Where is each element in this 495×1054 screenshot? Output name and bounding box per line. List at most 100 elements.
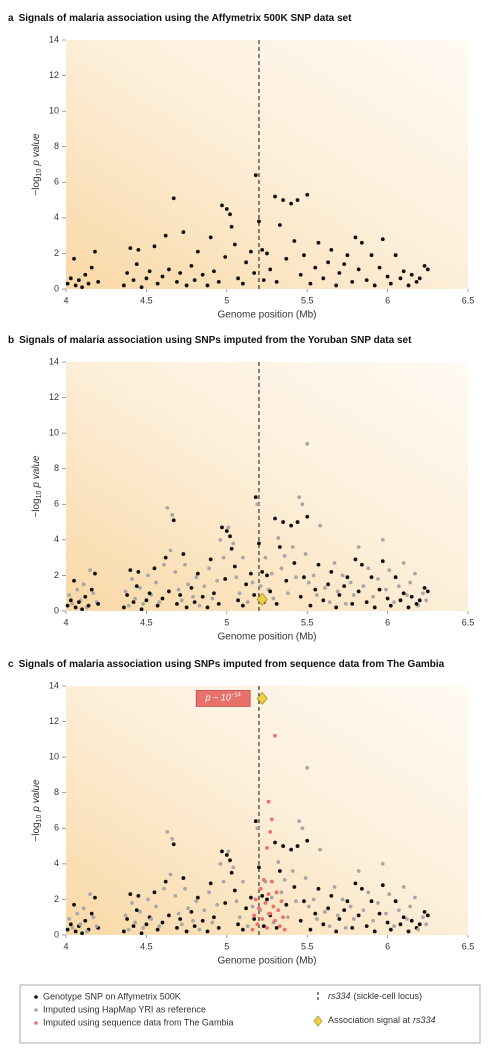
snp-point xyxy=(384,911,388,916)
snp-point xyxy=(70,601,75,606)
snp-point xyxy=(215,578,220,583)
snp-point xyxy=(155,927,160,932)
snp-point xyxy=(388,281,393,286)
snp-point xyxy=(372,605,377,610)
snp-point xyxy=(409,272,414,277)
snp-point xyxy=(178,271,183,275)
snp-point xyxy=(281,198,285,202)
snp-point xyxy=(229,546,234,551)
snp-point xyxy=(83,918,88,923)
snp-point xyxy=(345,899,350,904)
snp-point xyxy=(240,927,245,932)
snp-point xyxy=(216,279,221,284)
snp-point xyxy=(406,283,411,288)
snp-point xyxy=(372,283,377,288)
snp-point xyxy=(160,274,165,279)
snp-point xyxy=(282,553,287,558)
snp-point xyxy=(398,276,403,281)
snp-point xyxy=(414,601,419,606)
snp-point xyxy=(406,929,411,934)
snp-point xyxy=(284,256,289,261)
snp-point xyxy=(88,568,93,572)
snp-point xyxy=(75,587,80,592)
snp-point xyxy=(292,885,297,889)
snp-point xyxy=(318,847,322,852)
snp-point xyxy=(269,817,274,822)
snp-point xyxy=(409,594,414,599)
snp-point xyxy=(353,235,358,240)
snp-point xyxy=(314,593,319,597)
snp-point xyxy=(249,571,253,576)
snp-point xyxy=(271,596,276,601)
y-tick-label: 12 xyxy=(49,392,59,402)
snp-point xyxy=(244,260,248,265)
snp-point xyxy=(200,918,205,923)
snp-point xyxy=(189,909,194,914)
snp-point xyxy=(93,249,97,254)
snp-point xyxy=(245,924,250,929)
snp-point xyxy=(220,849,224,854)
x-tick-label: 5 xyxy=(224,295,229,305)
snp-point xyxy=(376,901,380,905)
snp-point xyxy=(261,278,266,283)
association-signal xyxy=(256,691,268,705)
legend-signal-text: Association signal at xyxy=(328,1015,411,1025)
snp-point xyxy=(281,520,285,524)
snp-point xyxy=(89,587,94,592)
snp-point xyxy=(266,799,271,804)
snp-point xyxy=(253,173,258,178)
snp-point xyxy=(212,591,216,596)
legend-label: Association signal at rs334 xyxy=(328,1015,436,1025)
snp-point xyxy=(369,253,374,258)
snp-point xyxy=(81,582,86,587)
snp-point xyxy=(279,899,284,904)
snp-point xyxy=(351,917,356,921)
snp-point xyxy=(337,917,342,921)
snp-point xyxy=(277,223,282,227)
snp-point xyxy=(133,920,138,925)
snp-point xyxy=(387,892,392,896)
snp-point xyxy=(425,267,430,272)
snp-point xyxy=(72,578,76,583)
snp-point xyxy=(221,555,226,560)
snp-point xyxy=(255,826,260,831)
snp-point xyxy=(413,895,417,900)
snp-point xyxy=(162,886,166,891)
y-label-suffix: p value xyxy=(31,455,42,489)
snp-point xyxy=(216,925,221,930)
snp-point xyxy=(76,278,81,283)
snp-point xyxy=(93,571,97,576)
snp-point xyxy=(155,281,160,286)
snp-point xyxy=(396,584,401,588)
snp-point xyxy=(377,265,382,270)
snp-point xyxy=(314,917,319,921)
snp-point xyxy=(240,555,245,560)
snp-point xyxy=(154,580,158,585)
snp-point xyxy=(184,929,189,934)
plot-background xyxy=(66,40,468,289)
snp-point xyxy=(289,523,294,528)
snp-point xyxy=(300,826,305,831)
snp-point xyxy=(125,917,130,921)
x-tick-label: 4 xyxy=(63,295,68,305)
snp-point xyxy=(195,571,200,576)
snp-point xyxy=(240,879,245,884)
snp-point xyxy=(371,918,376,923)
snp-point xyxy=(356,589,361,594)
snp-point xyxy=(255,502,260,507)
snp-point xyxy=(200,594,205,599)
snp-point xyxy=(223,901,228,905)
snp-point xyxy=(228,534,232,539)
snp-point xyxy=(155,603,160,608)
snp-point xyxy=(276,536,281,540)
snp-point xyxy=(253,897,258,902)
snp-point xyxy=(401,269,406,274)
snp-point xyxy=(350,925,355,930)
snp-point xyxy=(224,207,229,211)
snp-point xyxy=(350,601,355,606)
snp-point xyxy=(261,877,266,882)
snp-point xyxy=(265,251,269,256)
snp-point xyxy=(273,918,277,923)
y-tick-label: 2 xyxy=(54,248,59,258)
x-axis-label: Genome position (Mb) xyxy=(218,632,317,643)
